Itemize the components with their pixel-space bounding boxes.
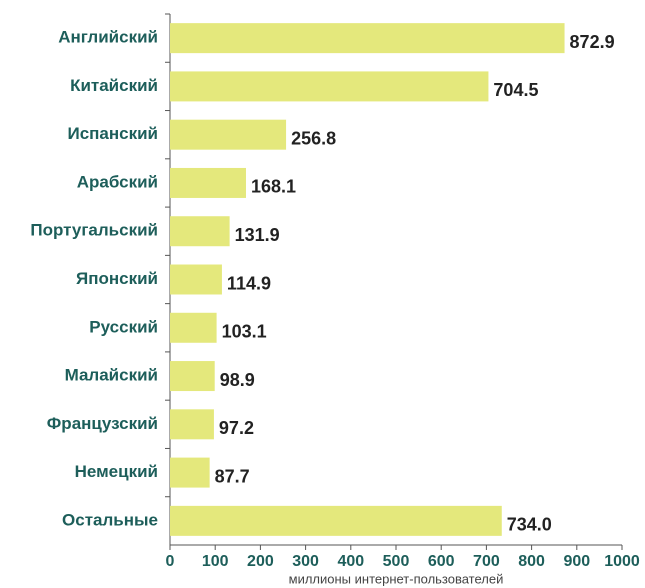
y-tick-label: Японский [76, 269, 158, 288]
x-tick-label: 400 [337, 553, 364, 570]
y-tick-label: Испанский [67, 124, 158, 143]
y-tick-label: Китайский [70, 76, 158, 95]
value-label: 114.9 [227, 273, 271, 293]
value-label: 87.7 [215, 466, 250, 486]
bar [170, 167, 246, 198]
x-tick-label: 200 [247, 553, 274, 570]
bar [170, 23, 565, 54]
value-label: 103.1 [222, 322, 267, 342]
value-label: 872.9 [570, 32, 615, 52]
bar [170, 457, 210, 488]
x-tick-label: 900 [563, 553, 590, 570]
bar [170, 409, 214, 440]
value-label: 131.9 [235, 225, 280, 245]
value-label: 256.8 [291, 128, 336, 148]
y-tick-label: Остальные [62, 510, 158, 529]
bar [170, 119, 287, 150]
x-tick-label: 500 [383, 553, 410, 570]
x-axis-label: миллионы интернет-пользователей [289, 571, 504, 586]
y-tick-label: Немецкий [75, 462, 158, 481]
value-label: 98.9 [220, 370, 255, 390]
bar [170, 312, 217, 343]
bar [170, 216, 230, 247]
y-tick-label: Французский [47, 414, 158, 433]
bar [170, 505, 502, 536]
x-tick-label: 1000 [604, 553, 640, 570]
x-tick-label: 600 [428, 553, 455, 570]
x-tick-label: 0 [166, 553, 175, 570]
y-tick-label: Английский [58, 28, 158, 47]
y-tick-label: Русский [89, 317, 158, 336]
y-tick-label: Португальский [30, 221, 158, 240]
bar [170, 361, 215, 392]
x-tick-label: 800 [518, 553, 545, 570]
x-tick-label: 700 [473, 553, 500, 570]
value-label: 97.2 [219, 418, 254, 438]
bar [170, 264, 222, 295]
bar [170, 71, 489, 102]
value-label: 734.0 [507, 515, 552, 535]
x-tick-label: 100 [202, 553, 229, 570]
value-label: 168.1 [251, 177, 296, 197]
y-tick-label: Малайский [65, 366, 158, 385]
x-tick-label: 300 [292, 553, 319, 570]
value-label: 704.5 [493, 80, 538, 100]
y-tick-label: Арабский [77, 172, 158, 191]
